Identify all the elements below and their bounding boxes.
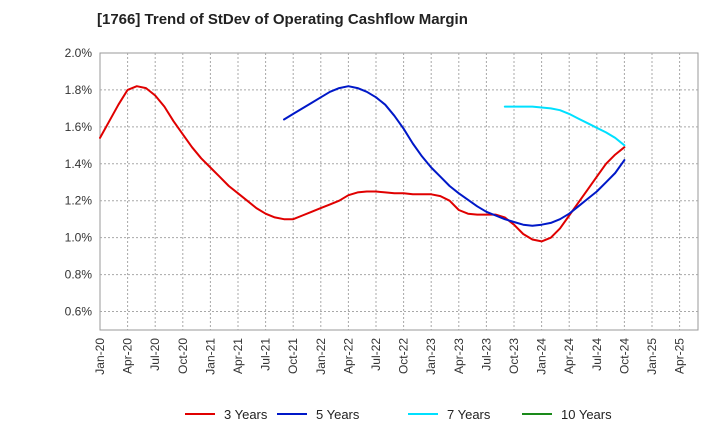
x-tick-label: Apr-25 <box>673 338 687 374</box>
x-tick-label: Jul-22 <box>369 338 383 371</box>
x-axis-ticks: Jan-20 Apr-20 Jul-20 Oct-20 Jan-21 Apr-21 Jul-… <box>93 338 687 375</box>
x-tick-label: Jul-23 <box>479 338 493 371</box>
x-tick-label: Jul-24 <box>590 338 604 371</box>
x-tick-label: Apr-22 <box>341 338 355 374</box>
y-tick-label: 1.8% <box>65 83 93 97</box>
chart-title: [1766] Trend of StDev of Operating Cashf… <box>97 11 468 28</box>
legend-label-1: 5 Years <box>316 407 360 422</box>
y-tick-label: 2.0% <box>65 46 93 60</box>
series-line-0 <box>99 85 626 243</box>
x-tick-label: Oct-24 <box>617 338 631 374</box>
x-tick-label: Apr-23 <box>452 338 466 374</box>
y-axis-ticks: 0.6% 0.8% 1.0% 1.2% 1.4% 1.6% 1.8% 2.0% <box>65 46 93 319</box>
x-tick-label: Apr-20 <box>121 338 135 374</box>
series-line-2 <box>503 105 626 147</box>
x-tick-label: Jan-25 <box>645 338 659 375</box>
legend-label-0: 3 Years <box>224 407 268 422</box>
y-tick-label: 1.6% <box>65 120 93 134</box>
y-tick-label: 0.8% <box>65 268 93 282</box>
y-tick-label: 1.4% <box>65 157 93 171</box>
x-tick-label: Jan-22 <box>314 338 328 375</box>
legend-label-2: 7 Years <box>447 407 491 422</box>
x-tick-label: Jan-24 <box>535 338 549 375</box>
legend-label-3: 10 Years <box>561 407 612 422</box>
x-tick-label: Oct-22 <box>397 338 411 374</box>
y-tick-label: 0.6% <box>65 305 93 319</box>
series-line-1 <box>283 85 626 227</box>
plot-area <box>99 52 699 331</box>
legend: 3 Years 5 Years 7 Years 10 Years <box>185 407 612 422</box>
x-tick-label: Oct-20 <box>176 338 190 374</box>
x-tick-label: Jan-23 <box>424 338 438 375</box>
series-lines <box>99 85 626 243</box>
y-tick-label: 1.0% <box>65 231 93 245</box>
x-tick-label: Apr-24 <box>562 338 576 374</box>
x-tick-label: Oct-21 <box>286 338 300 374</box>
x-tick-label: Jul-21 <box>259 338 273 371</box>
x-tick-label: Jul-20 <box>148 338 162 371</box>
x-tick-label: Jan-21 <box>203 338 217 375</box>
x-tick-label: Apr-21 <box>231 338 245 374</box>
x-tick-label: Oct-23 <box>507 338 521 374</box>
x-tick-label: Jan-20 <box>93 338 107 375</box>
y-tick-label: 1.2% <box>65 194 93 208</box>
